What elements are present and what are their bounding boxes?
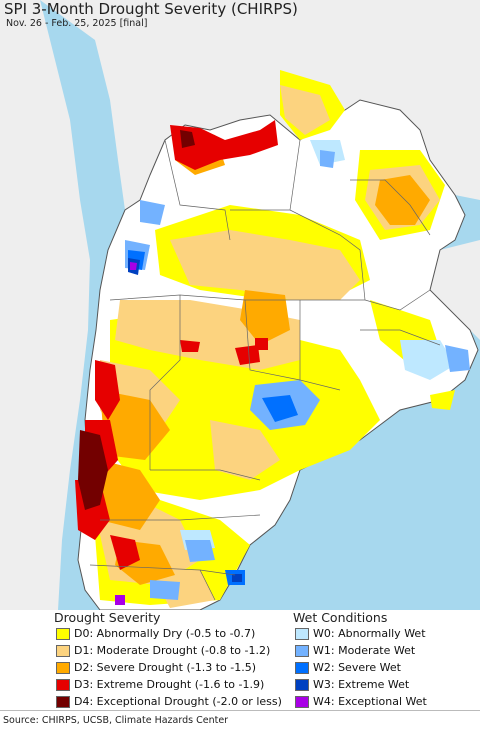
swatch-d2 bbox=[56, 662, 70, 674]
legend-label: D4: Exceptional Drought (-2.0 or less) bbox=[74, 695, 282, 708]
w4-areas bbox=[115, 262, 137, 605]
map-title: SPI 3-Month Drought Severity (CHIRPS) bbox=[4, 0, 298, 18]
swatch-w3 bbox=[295, 679, 309, 691]
legend-label: W0: Abnormally Wet bbox=[313, 627, 426, 640]
admin-borders bbox=[89, 139, 441, 601]
legend-label: D0: Abnormally Dry (-0.5 to -0.7) bbox=[74, 627, 256, 640]
swatch-w0 bbox=[295, 628, 309, 640]
footer-divider bbox=[0, 710, 480, 711]
swatch-d4 bbox=[56, 696, 70, 708]
map-subtitle: Nov. 26 - Feb. 25, 2025 [final] bbox=[6, 18, 148, 29]
legend-drought-title: Drought Severity bbox=[54, 610, 161, 625]
outside-land bbox=[0, 0, 480, 610]
swatch-w1 bbox=[295, 645, 309, 657]
legend-label: W1: Moderate Wet bbox=[313, 644, 416, 657]
legend-label: D1: Moderate Drought (-0.8 to -1.2) bbox=[74, 644, 271, 657]
swatch-w4 bbox=[295, 696, 309, 708]
outside-land-north bbox=[40, 0, 480, 210]
legend-label: W3: Extreme Wet bbox=[313, 678, 410, 691]
drought-map bbox=[0, 0, 480, 610]
legend-label: D2: Severe Drought (-1.3 to -1.5) bbox=[74, 661, 257, 674]
swatch-w2 bbox=[295, 662, 309, 674]
d4-areas bbox=[78, 130, 195, 510]
swatch-d3 bbox=[56, 679, 70, 691]
swatch-d0 bbox=[56, 628, 70, 640]
source-credit: Source: CHIRPS, UCSB, Climate Hazards Ce… bbox=[3, 715, 229, 726]
legend-label: D3: Extreme Drought (-1.6 to -1.9) bbox=[74, 678, 265, 691]
legend-wet-title: Wet Conditions bbox=[293, 610, 388, 625]
legend-label: W4: Exceptional Wet bbox=[313, 695, 427, 708]
legend-label: W2: Severe Wet bbox=[313, 661, 401, 674]
swatch-d1 bbox=[56, 645, 70, 657]
